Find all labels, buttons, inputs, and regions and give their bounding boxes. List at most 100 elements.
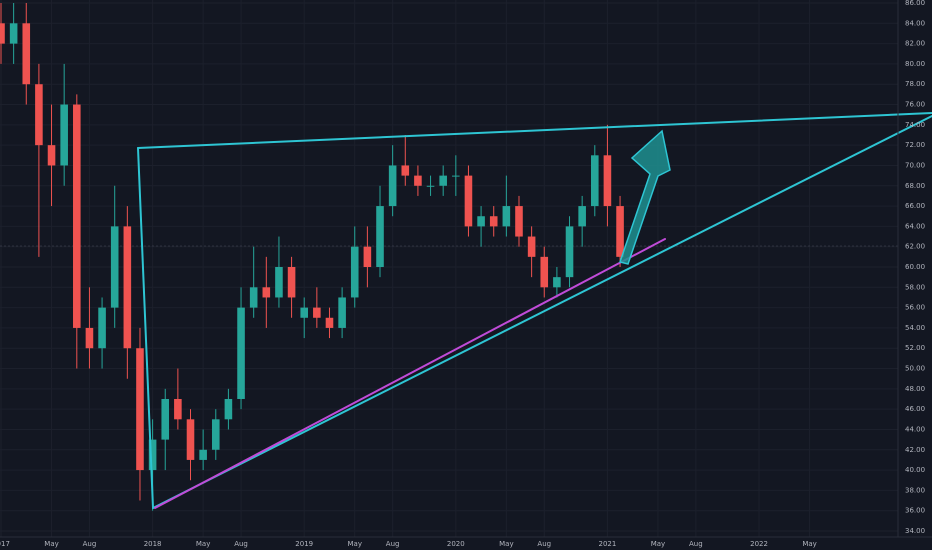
candle-body: [464, 175, 473, 227]
candle-body: [489, 216, 498, 227]
candle-body: [325, 317, 334, 328]
y-tick-label: 50.00: [905, 365, 925, 373]
candle-body: [275, 267, 283, 298]
y-tick-label: 72.00: [905, 141, 925, 149]
candle-body: [98, 307, 106, 349]
candle-body: [287, 267, 296, 298]
candle-body: [237, 307, 245, 399]
upper-trendline: [137, 112, 932, 149]
candle-body: [313, 307, 321, 318]
candle-body: [300, 307, 309, 318]
y-tick-label: 56.00: [905, 304, 925, 312]
candle-body: [527, 236, 536, 257]
x-tick-label: Aug: [234, 540, 248, 548]
x-tick-label: Aug: [689, 540, 703, 548]
y-tick-label: 58.00: [905, 283, 925, 291]
candle-body: [186, 419, 195, 460]
candle-body: [60, 104, 68, 166]
candle-body: [350, 246, 359, 298]
candle-body: [515, 206, 523, 237]
x-tick-label: May: [196, 540, 210, 548]
y-tick-label: 86.00: [905, 0, 925, 7]
candle-body: [148, 439, 157, 471]
lower-trendline: [152, 115, 932, 509]
candle-body: [174, 399, 182, 420]
support-line: [154, 238, 666, 509]
y-tick-label: 62.00: [905, 243, 925, 251]
y-tick-label: 60.00: [905, 263, 925, 271]
candle-body: [578, 206, 586, 227]
x-tick-label: May: [499, 540, 513, 548]
x-tick-label: 2017: [0, 540, 10, 548]
x-tick-label: Aug: [537, 540, 551, 548]
x-tick-label: 2021: [599, 540, 617, 548]
x-tick-label: 2020: [447, 540, 465, 548]
y-tick-label: 78.00: [905, 80, 925, 88]
candle-body: [123, 226, 132, 349]
y-tick-label: 34.00: [905, 527, 925, 535]
y-tick-label: 64.00: [905, 222, 925, 230]
y-tick-label: 82.00: [905, 40, 925, 48]
arrow: [619, 129, 671, 265]
y-tick-label: 68.00: [905, 182, 925, 190]
candle-body: [338, 297, 346, 328]
candle-body: [426, 185, 435, 187]
y-tick-label: 44.00: [905, 425, 925, 433]
candle-body: [477, 216, 485, 227]
candle-body: [199, 449, 207, 460]
candle-body: [565, 226, 574, 278]
candle-body: [388, 165, 397, 207]
candle-body: [439, 175, 447, 186]
candle-body: [35, 84, 43, 146]
candle-body: [211, 419, 220, 450]
candle-body: [9, 23, 18, 44]
x-tick-label: May: [44, 540, 58, 548]
candle-body: [22, 23, 31, 85]
drawings: [137, 112, 932, 509]
y-tick-label: 54.00: [905, 324, 925, 332]
x-tick-label: Aug: [386, 540, 400, 548]
candle-body: [47, 145, 56, 166]
y-tick-label: 40.00: [905, 466, 925, 474]
candle-body: [502, 206, 511, 227]
y-tick-label: 76.00: [905, 101, 925, 109]
candle-body: [363, 246, 372, 267]
left-trendline: [137, 147, 154, 509]
candle-body: [414, 175, 422, 186]
candle-body: [224, 399, 233, 420]
x-tick-label: Aug: [83, 540, 97, 548]
y-tick-label: 46.00: [905, 405, 925, 413]
candle-body: [136, 348, 144, 471]
candle-body: [110, 226, 119, 308]
y-tick-label: 74.00: [905, 121, 925, 129]
y-tick-label: 84.00: [905, 19, 925, 27]
y-tick-label: 42.00: [905, 446, 925, 454]
candle-body: [376, 206, 384, 267]
y-tick-label: 52.00: [905, 344, 925, 352]
y-tick-label: 36.00: [905, 507, 925, 515]
candle-body: [262, 287, 271, 298]
x-tick-label: May: [651, 540, 665, 548]
y-tick-label: 70.00: [905, 161, 925, 169]
candle-body: [603, 155, 612, 207]
x-tick-label: 2022: [750, 540, 768, 548]
candle-body: [73, 104, 81, 328]
candle-body: [590, 155, 599, 207]
x-tick-label: 2018: [144, 540, 162, 548]
candle-body: [540, 256, 549, 288]
y-tick-label: 80.00: [905, 60, 925, 68]
candle-body: [249, 287, 258, 308]
x-tick-label: May: [802, 540, 816, 548]
candle-body: [452, 175, 460, 177]
candle-body: [161, 399, 170, 440]
candle-body: [553, 277, 561, 288]
candle-body: [0, 23, 5, 44]
y-tick-label: 48.00: [905, 385, 925, 393]
x-tick-label: 2019: [295, 540, 313, 548]
x-tick-label: May: [348, 540, 362, 548]
candle-body: [616, 206, 624, 257]
y-tick-label: 38.00: [905, 486, 925, 494]
